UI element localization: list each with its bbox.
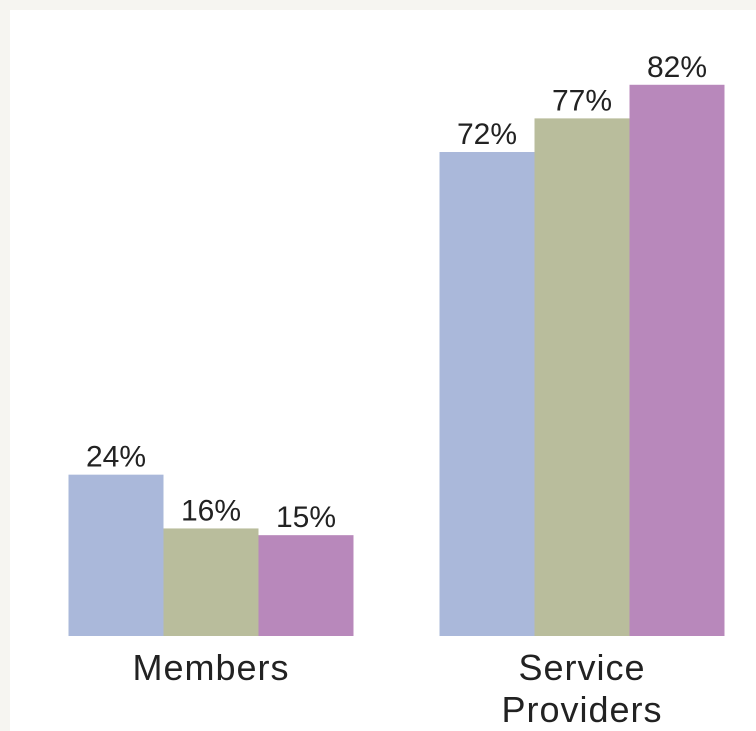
data-label: 72% [457,118,517,151]
x-tick-label: Members [132,647,290,688]
bar [439,152,535,636]
data-label: 24% [86,441,146,474]
x-tick-label: Service Providers [501,647,663,730]
bar [68,474,164,636]
bar [258,535,354,636]
data-label: 16% [181,494,241,527]
bar [163,528,259,636]
bar [534,118,630,636]
data-label: 82% [647,51,707,84]
data-label: 15% [276,501,336,534]
bar [629,84,725,637]
data-label: 77% [552,84,612,117]
